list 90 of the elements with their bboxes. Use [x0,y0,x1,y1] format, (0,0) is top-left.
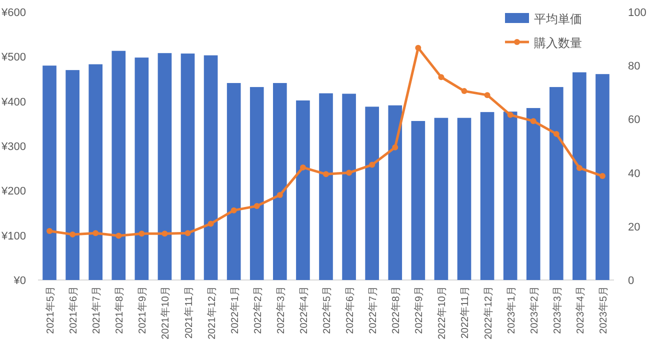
point [162,230,168,237]
x-tick-label: 2022年9月 [413,286,426,334]
x-tick-label: 2021年11月 [182,286,195,339]
point [392,144,398,150]
x-tick-label: 2021年9月 [136,286,149,334]
bar [296,100,310,280]
bar [158,53,172,280]
point [599,173,606,180]
point [530,118,536,124]
point [461,88,468,94]
bar [250,87,264,280]
point [138,230,145,237]
point [484,92,490,98]
point [254,203,260,210]
bar [411,120,426,280]
bar [457,118,472,280]
y2-tick-label: 40 [628,168,640,180]
x-tick-label: 2022年8月 [390,286,402,334]
bar [365,106,379,280]
x-tick-label: 2023年3月 [551,286,564,334]
bar [480,112,494,280]
bar [66,70,80,280]
legend-label: 購入数量 [534,36,582,50]
x-tick-label: 2021年5月 [44,286,57,334]
x-tick-label: 2023年1月 [505,286,518,334]
bar [42,66,56,280]
x-tick-label: 2022年1月 [228,286,241,334]
bar [88,64,103,280]
y2-tick-label: 60 [628,114,640,126]
x-tick-label: 2021年6月 [68,286,80,334]
bar [388,105,402,280]
bar [180,54,195,280]
point [438,74,444,80]
bar [342,94,356,280]
bar [226,83,241,280]
x-tick-label: 2022年7月 [367,286,380,334]
bar [273,83,287,280]
x-tick-label: 2022年4月 [298,286,310,334]
x-tick-label: 2023年4月 [574,286,586,334]
y-tick-label: ¥200 [0,186,26,198]
point [208,220,214,227]
point [46,228,53,234]
point [300,164,306,170]
y-tick-label: ¥300 [0,141,26,153]
bar [319,93,333,280]
bar [503,112,518,280]
y2-tick-label: 80 [628,60,640,73]
point [230,207,237,214]
x-tick-label: 2021年10月 [160,286,172,340]
x-tick-label: 2022年12月 [482,286,494,340]
bar [112,50,126,280]
y2-tick-label: 20 [628,221,640,234]
bar [549,87,564,280]
bar [434,118,448,280]
x-tick-label: 2021年8月 [114,286,126,334]
y-tick-label: ¥400 [0,96,26,108]
point [70,231,76,238]
x-tick-label: 2022年3月 [274,286,287,334]
point [116,232,122,239]
y-tick-label: ¥500 [0,52,26,64]
bar [596,74,610,280]
point [323,171,329,178]
x-tick-label: 2022年11月 [459,286,472,339]
y-tick-label: ¥100 [0,230,26,242]
y-tick-label: ¥600 [0,7,26,19]
point [92,230,99,236]
point [184,230,191,236]
x-tick-label: 2022年10月 [436,286,448,340]
point [415,44,422,51]
point [346,170,352,176]
point [369,162,376,168]
point [553,130,560,137]
x-tick-label: 2022年5月 [321,286,333,334]
point [276,192,283,198]
bar [526,108,540,280]
x-tick-label: 2022年6月 [344,286,356,334]
bar [134,58,149,280]
bar [204,55,218,280]
x-tick-label: 2022年2月 [252,286,264,334]
point [576,164,582,171]
point [507,112,514,118]
x-tick-label: 2023年5月 [597,286,610,334]
bar [572,72,586,280]
x-tick-label: 2023年2月 [528,286,540,334]
y-tick-label: ¥0 [12,275,26,287]
legend-label: 平均単価 [534,12,582,26]
y2-tick-label: 0 [628,275,634,287]
x-tick-label: 2021年7月 [90,286,103,334]
x-tick-label: 2021年12月 [206,286,218,340]
y2-tick-label: 100 [628,7,646,19]
